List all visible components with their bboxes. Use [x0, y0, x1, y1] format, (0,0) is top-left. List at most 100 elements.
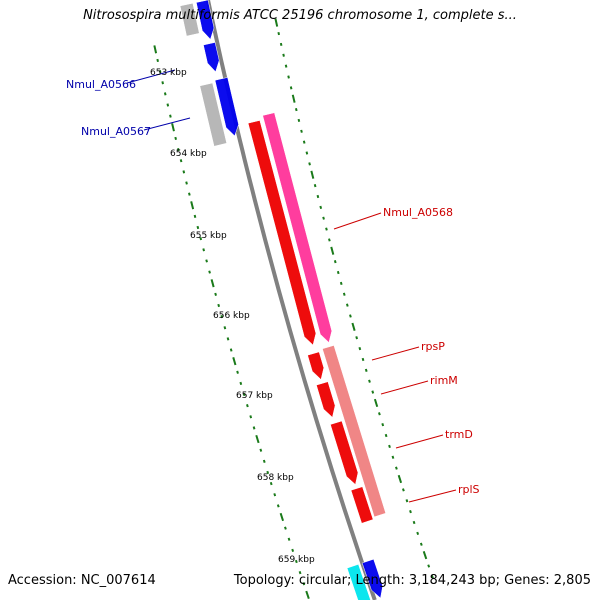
tick-right [405, 499, 409, 503]
tick-right [395, 466, 398, 470]
tick-left [236, 370, 239, 374]
tick-left [177, 147, 180, 152]
tick-right [339, 281, 343, 286]
tick-right [371, 390, 375, 394]
feature-labels: 653 kbp 654 kbp 655 kbp 656 kbp 657 kbp 658 k… [66, 68, 480, 565]
tick-right [384, 433, 388, 438]
gene-arrow [203, 42, 220, 73]
tick-left [239, 381, 243, 386]
tick-right [342, 292, 346, 296]
tick-left [252, 426, 256, 430]
gene-label: Nmul_A0567 [81, 125, 151, 138]
tick-marks [153, 18, 434, 599]
gene-arrow [262, 112, 333, 343]
tick-left [208, 270, 211, 274]
gene-arrow [307, 351, 325, 380]
tick-right [368, 379, 371, 383]
tick-left [298, 570, 302, 575]
tick-right [277, 31, 281, 36]
tick-right [291, 94, 296, 103]
tick-right [282, 53, 285, 57]
tick-right [409, 509, 412, 514]
scale-label: 656 kbp [213, 311, 250, 321]
tick-right [316, 194, 320, 199]
tick-left [190, 201, 195, 210]
gene-label: rplS [458, 483, 480, 496]
tick-left [161, 81, 164, 85]
tick-right [333, 260, 337, 264]
tick-left [232, 357, 237, 366]
tick-right [294, 107, 298, 112]
tick-left [169, 114, 172, 118]
backbone-line [206, 0, 377, 600]
tick-left [199, 237, 203, 241]
tick-right [397, 474, 403, 484]
gene-arrow [179, 2, 200, 37]
tick-right [349, 314, 352, 318]
accession-text: Accession: NC_007614 [8, 573, 156, 588]
tick-left [202, 248, 206, 252]
tick-right [378, 412, 381, 416]
tick-right [419, 542, 423, 546]
tick-left [205, 259, 208, 263]
tick-left [158, 70, 162, 74]
tick-left [229, 348, 233, 352]
tick-left [220, 314, 224, 319]
tick-left [217, 303, 221, 308]
gene-arrow [199, 82, 228, 147]
tick-left [174, 136, 177, 141]
tick-right [373, 398, 379, 408]
scale-label: 653 kbp [150, 68, 187, 78]
tick-left [266, 470, 270, 475]
tick-right [358, 346, 362, 351]
tick-left [182, 170, 186, 174]
gene-arrow [214, 77, 239, 137]
tick-left [259, 448, 263, 452]
tick-left [193, 214, 197, 218]
tick-left [223, 326, 227, 330]
label-leader-line [395, 434, 444, 449]
gene-label: Nmul_A0566 [66, 78, 136, 91]
tick-left [284, 526, 287, 530]
gene-features [179, 0, 387, 600]
tick-left [156, 58, 159, 63]
tick-left [185, 181, 188, 185]
gene-arrow [361, 558, 383, 599]
tick-left [273, 493, 277, 497]
gene-arrow [196, 0, 215, 40]
tick-left [255, 434, 260, 444]
tick-right [427, 564, 431, 568]
tick-left [210, 279, 215, 288]
tick-left [276, 504, 280, 508]
label-leader-line [333, 212, 382, 230]
scale-label: 655 kbp [190, 231, 227, 241]
label-leader-line [408, 489, 457, 503]
tick-left [242, 392, 246, 397]
tick-left [262, 459, 266, 463]
tick-right [328, 238, 331, 242]
tick-right [361, 357, 365, 362]
scale-label: 658 kbp [257, 473, 294, 483]
tick-left [166, 103, 170, 107]
tick-left [269, 481, 273, 486]
tick-right [381, 423, 385, 427]
label-leader-line [380, 380, 429, 395]
tick-right [297, 118, 301, 123]
gene-arrow [330, 420, 359, 485]
tick-right [388, 444, 391, 449]
tick-right [308, 162, 311, 166]
tick-left [294, 559, 298, 564]
tick-left [305, 590, 310, 599]
tick-right [355, 336, 359, 340]
label-leader-line [143, 117, 191, 131]
tick-right [279, 42, 283, 46]
genome-summary-text: Topology: circular; Length: 3,184,243 bp… [233, 573, 591, 588]
tick-right [422, 551, 428, 560]
tick-right [412, 520, 416, 525]
tick-right [364, 368, 368, 372]
tick-left [196, 225, 200, 230]
tick-right [274, 18, 279, 27]
tick-left [188, 192, 191, 196]
gene-arrow [316, 381, 336, 418]
